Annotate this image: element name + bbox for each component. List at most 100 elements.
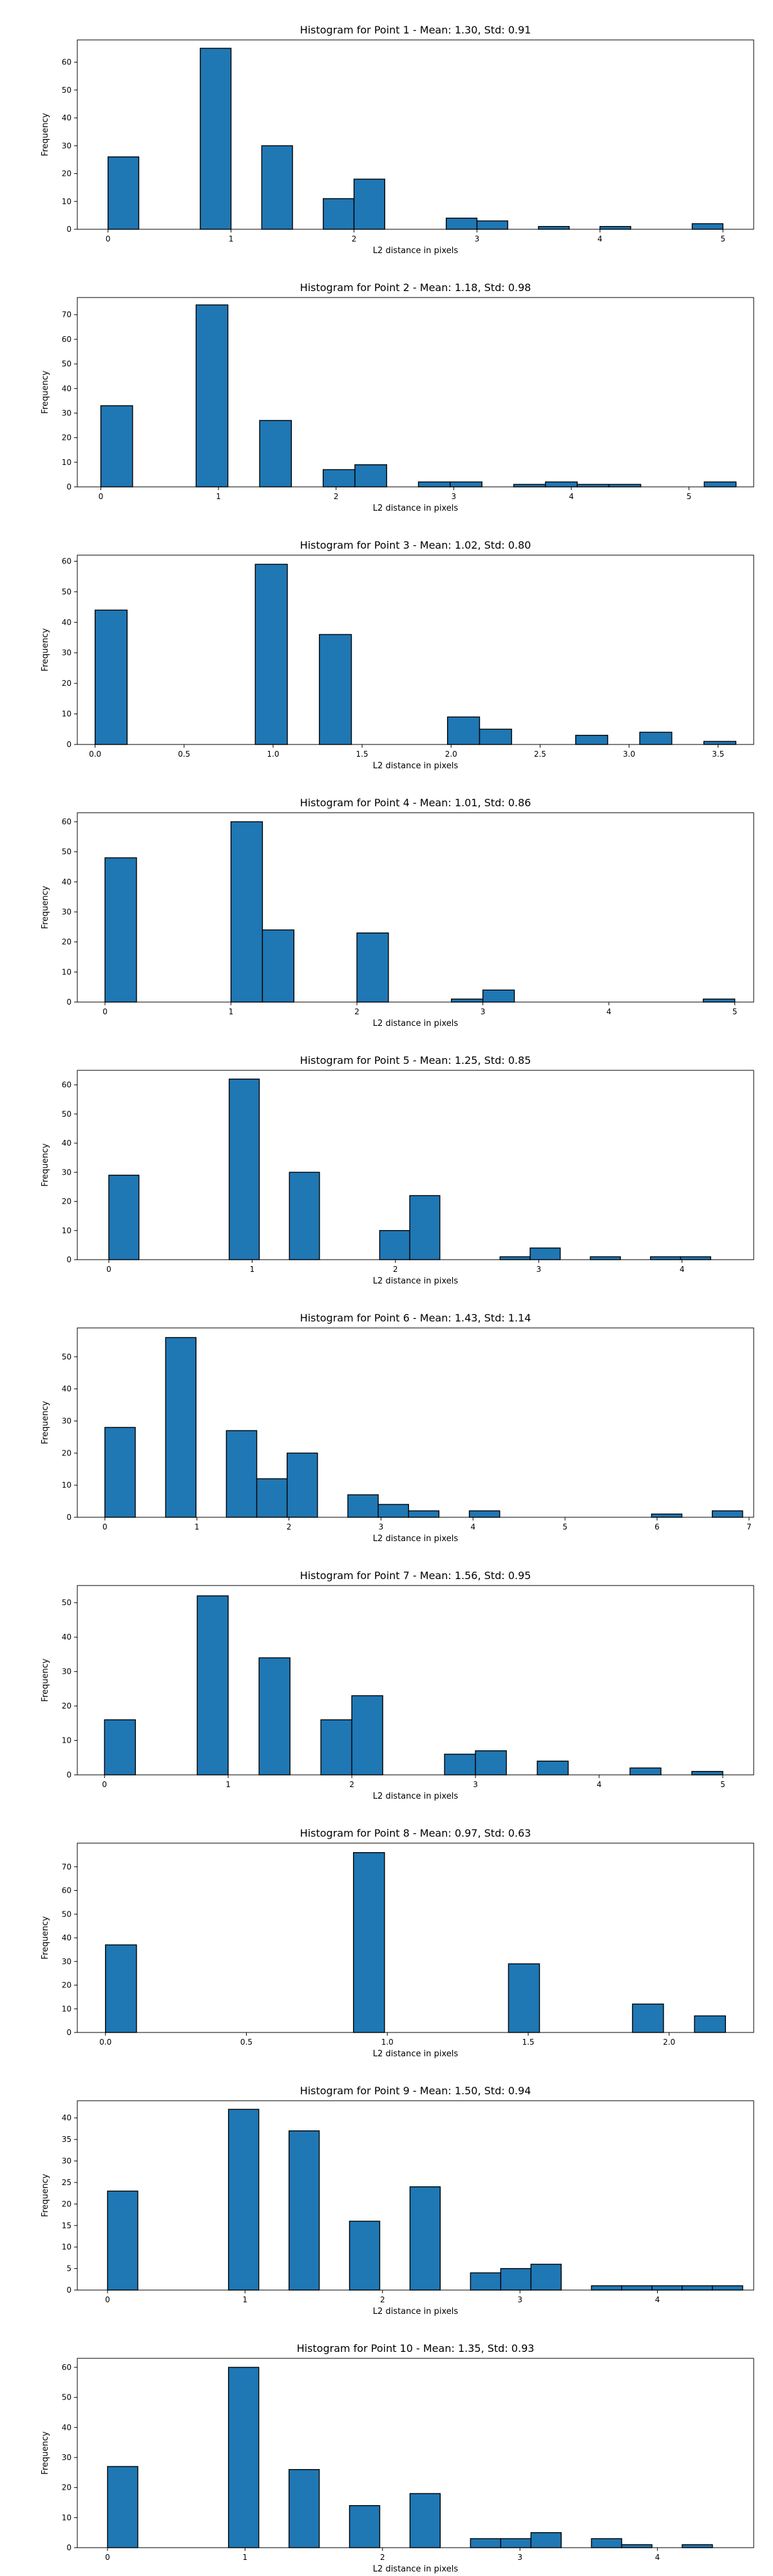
- y-tick-label: 35: [62, 2135, 72, 2144]
- chart-title: Histogram for Point 8 - Mean: 0.97, Std:…: [300, 1827, 531, 1839]
- histogram-bar: [105, 1944, 137, 2033]
- y-tick-label: 20: [62, 169, 72, 178]
- y-tick-label: 0: [66, 998, 72, 1007]
- x-tick-label: 3.5: [712, 750, 724, 759]
- y-tick-label: 40: [62, 384, 72, 393]
- y-tick-label: 15: [62, 2221, 72, 2230]
- x-tick-label: 5: [720, 1780, 725, 1789]
- y-axis-label: Frequency: [41, 370, 50, 413]
- y-tick-label: 50: [62, 2393, 72, 2402]
- x-tick-label: 3: [452, 492, 457, 501]
- chart-title: Histogram for Point 7 - Mean: 1.56, Std:…: [300, 1569, 531, 1582]
- x-tick-label: 5: [720, 234, 725, 243]
- x-tick-label: 3: [379, 1522, 384, 1531]
- x-tick-label: 0: [106, 234, 111, 243]
- y-tick-label: 40: [62, 2114, 72, 2123]
- histogram-bar: [444, 1754, 476, 1776]
- x-tick-label: 5: [732, 1007, 738, 1016]
- axes-frame: [77, 39, 754, 230]
- histogram-bar: [680, 1256, 711, 1260]
- histogram-panel-5: Histogram for Point 5 - Mean: 1.25, Std:…: [41, 1054, 754, 1286]
- histogram-bar: [691, 1770, 723, 1776]
- histogram-bar: [591, 2285, 622, 2291]
- y-tick-label: 30: [62, 141, 72, 150]
- y-tick-label: 0: [66, 740, 72, 749]
- histogram-bar: [450, 481, 482, 488]
- x-tick-label: 1: [216, 492, 221, 501]
- histogram-bar: [621, 2544, 653, 2548]
- x-tick-label: 1: [225, 1780, 231, 1789]
- histogram-bar: [591, 2538, 622, 2548]
- histogram-bar: [104, 1426, 136, 1518]
- y-tick-label: 0: [66, 482, 72, 491]
- histogram-bar: [94, 609, 128, 745]
- histogram-bar: [651, 1513, 683, 1518]
- y-tick-label: 50: [62, 587, 72, 596]
- y-tick-label: 10: [62, 2513, 72, 2522]
- histogram-panel-9: Histogram for Point 9 - Mean: 1.50, Std:…: [41, 2085, 754, 2316]
- histogram-bar: [108, 156, 140, 230]
- x-tick-label: 0: [102, 1007, 108, 1016]
- x-tick-label: 3: [473, 1780, 478, 1789]
- x-tick-label: 2: [380, 2295, 385, 2304]
- x-axis-label: L2 distance in pixels: [373, 1276, 459, 1286]
- histogram-panel-1: Histogram for Point 1 - Mean: 1.30, Std:…: [41, 24, 754, 256]
- chart-title: Histogram for Point 1 - Mean: 1.30, Std:…: [300, 24, 531, 36]
- chart-title: Histogram for Point 5 - Mean: 1.25, Std:…: [300, 1054, 531, 1066]
- histogram-bar: [104, 1719, 136, 1776]
- histogram-bar: [639, 732, 673, 745]
- x-tick-label: 1.0: [267, 750, 279, 759]
- histogram-bar: [468, 1510, 501, 1518]
- histogram-bar: [353, 1852, 385, 2033]
- y-tick-label: 10: [62, 710, 72, 719]
- y-tick-label: 5: [66, 2264, 72, 2273]
- histogram-panel-10: Histogram for Point 10 - Mean: 1.35, Std…: [41, 2342, 754, 2574]
- axes-frame: [77, 1327, 754, 1518]
- histogram-bar: [651, 2285, 683, 2291]
- histogram-bar: [107, 2466, 138, 2548]
- histogram-bar: [538, 225, 570, 230]
- histogram-bar: [319, 634, 352, 745]
- x-tick-label: 2.0: [663, 2038, 675, 2047]
- y-tick-label: 30: [62, 2157, 72, 2166]
- histogram-bar: [408, 1510, 440, 1518]
- x-tick-label: 0: [102, 1780, 107, 1789]
- y-tick-label: 40: [62, 1633, 72, 1642]
- histogram-bar: [694, 2015, 726, 2033]
- histogram-bar: [476, 220, 508, 230]
- histogram-bar: [632, 2003, 664, 2033]
- x-tick-label: 3: [536, 1265, 541, 1274]
- x-tick-label: 1: [195, 1522, 200, 1531]
- histogram-bar: [508, 1963, 540, 2033]
- histogram-bar: [256, 1478, 288, 1518]
- histogram-bar: [287, 1452, 318, 1518]
- histogram-bar: [712, 1510, 743, 1518]
- histogram-panel-4: Histogram for Point 4 - Mean: 1.01, Std:…: [41, 797, 754, 1028]
- axes-frame: [77, 2358, 754, 2548]
- x-tick-label: 0.0: [99, 2038, 111, 2047]
- histogram-bar: [470, 2538, 502, 2548]
- y-tick-label: 40: [62, 618, 72, 627]
- y-axis-label: Frequency: [41, 2174, 50, 2217]
- y-tick-label: 30: [62, 1168, 72, 1177]
- histogram-bar: [228, 2367, 260, 2548]
- histogram-bar: [254, 564, 288, 745]
- histogram-bar: [513, 484, 546, 488]
- histogram-bar: [200, 48, 232, 230]
- histogram-bar: [323, 198, 355, 230]
- histogram-bar: [379, 1230, 410, 1260]
- histogram-bar: [288, 2130, 320, 2291]
- histogram-bar: [599, 225, 631, 230]
- y-axis-label: Frequency: [41, 886, 50, 929]
- histogram-bar: [451, 998, 484, 1003]
- y-tick-label: 0: [66, 2028, 72, 2037]
- y-tick-label: 0: [66, 2286, 72, 2295]
- histogram-panel-7: Histogram for Point 7 - Mean: 1.56, Std:…: [41, 1569, 754, 1801]
- histogram-bar: [354, 464, 387, 488]
- y-tick-label: 0: [66, 225, 72, 234]
- y-tick-label: 60: [62, 58, 72, 67]
- histogram-bar: [351, 1695, 383, 1776]
- x-axis-label: L2 distance in pixels: [373, 504, 459, 513]
- chart-title: Histogram for Point 3 - Mean: 1.02, Std:…: [300, 539, 531, 551]
- histogram-bar: [196, 1595, 229, 1776]
